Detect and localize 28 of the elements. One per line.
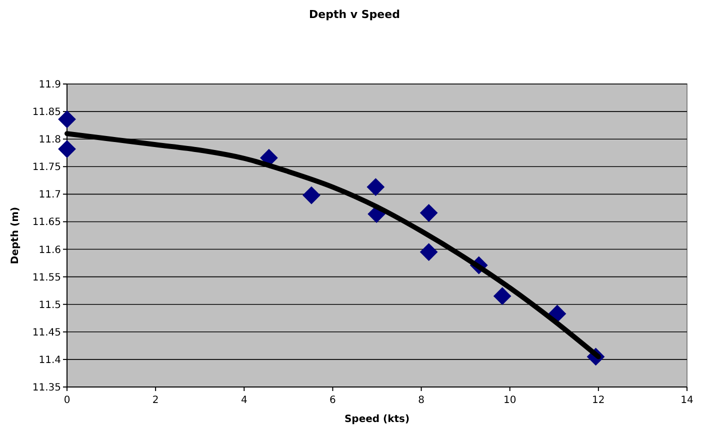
- x-tick-label: 4: [240, 395, 248, 406]
- x-tick-label: 10: [503, 395, 516, 406]
- y-tick-label: 11.55: [32, 272, 61, 284]
- point: [420, 204, 438, 222]
- y-tick-label: 11.8: [38, 134, 61, 146]
- x-tick-label: 2: [152, 395, 159, 406]
- point: [302, 186, 320, 204]
- y-tick-label: 11.85: [32, 107, 61, 118]
- x-axis-title: Speed (kts): [344, 414, 410, 425]
- y-tick-label: 11.65: [32, 217, 61, 228]
- x-tick-label: 6: [330, 395, 336, 406]
- point: [366, 178, 385, 196]
- chart-title: Depth v Speed: [309, 8, 400, 21]
- x-tick-label: 0: [64, 395, 70, 406]
- x-tick-label: 14: [680, 395, 694, 406]
- y-tick-label: 11.45: [32, 327, 61, 338]
- x-tick-label: 8: [418, 395, 424, 406]
- y-tick-label: 11.6: [38, 244, 61, 256]
- y-tick-label: 11.4: [38, 354, 61, 366]
- point: [493, 287, 512, 306]
- x-tick-label: 12: [592, 395, 605, 406]
- point: [420, 243, 438, 261]
- y-tick-label: 11.7: [38, 190, 61, 201]
- y-tick-label: 11.75: [32, 162, 61, 174]
- y-tick-label: 11.5: [38, 300, 61, 311]
- y-tick-label: 11.35: [32, 382, 61, 394]
- y-axis-title: Depth (m): [10, 206, 21, 264]
- y-tick-label: 11.9: [38, 80, 61, 90]
